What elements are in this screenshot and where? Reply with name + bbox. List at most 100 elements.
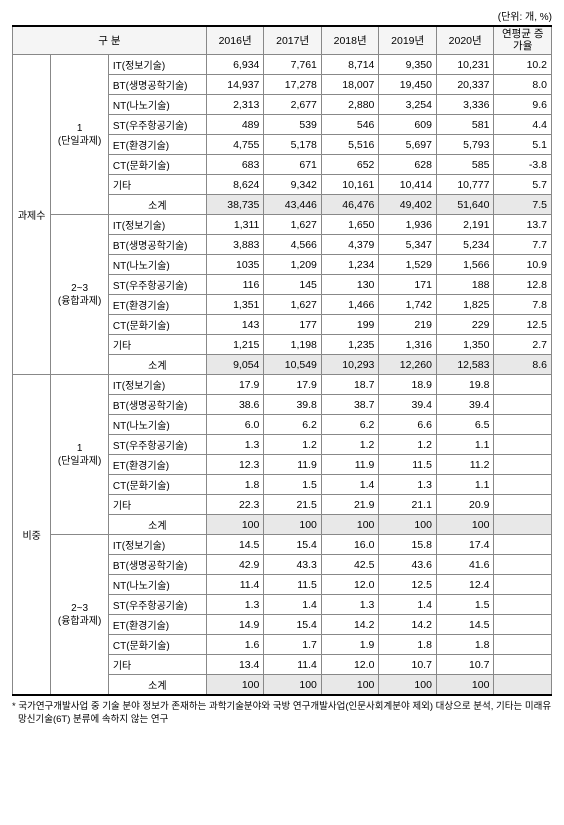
value-cell: 22.3 — [206, 495, 264, 515]
value-cell: 1,350 — [436, 335, 494, 355]
value-cell: 9.6 — [494, 95, 552, 115]
value-cell: 100 — [264, 515, 322, 535]
value-cell: 1.4 — [321, 475, 379, 495]
tech-label: CT(문화기술) — [108, 635, 206, 655]
value-cell: 5,347 — [379, 235, 437, 255]
value-cell: 6.2 — [264, 415, 322, 435]
sub-category: 1(단일과제) — [51, 375, 109, 535]
tech-label: ST(우주항공기술) — [108, 275, 206, 295]
value-cell: 12,260 — [379, 355, 437, 375]
header-growth: 연평균 증가율 — [494, 26, 552, 55]
data-table: 구 분 2016년 2017년 2018년 2019년 2020년 연평균 증가… — [12, 25, 552, 696]
value-cell: 171 — [379, 275, 437, 295]
value-cell: 8,714 — [321, 55, 379, 75]
value-cell: 1.2 — [321, 435, 379, 455]
value-cell: 3,883 — [206, 235, 264, 255]
value-cell: 20,337 — [436, 75, 494, 95]
main-category: 과제수 — [13, 55, 51, 375]
value-cell: 1,234 — [321, 255, 379, 275]
value-cell: 8.6 — [494, 355, 552, 375]
value-cell: 1.5 — [436, 595, 494, 615]
value-cell: 17.4 — [436, 535, 494, 555]
value-cell: 100 — [206, 515, 264, 535]
value-cell: 1,215 — [206, 335, 264, 355]
value-cell: 16.0 — [321, 535, 379, 555]
value-cell: 1.5 — [264, 475, 322, 495]
value-cell: 2.7 — [494, 335, 552, 355]
value-cell: 1,311 — [206, 215, 264, 235]
value-cell: 10,777 — [436, 175, 494, 195]
value-cell: 43.6 — [379, 555, 437, 575]
value-cell: 12.8 — [494, 275, 552, 295]
tech-label: ET(환경기술) — [108, 135, 206, 155]
value-cell: 12,583 — [436, 355, 494, 375]
value-cell — [494, 675, 552, 696]
value-cell: 11.9 — [321, 455, 379, 475]
value-cell: 5,234 — [436, 235, 494, 255]
value-cell: 18,007 — [321, 75, 379, 95]
tech-label: ET(환경기술) — [108, 295, 206, 315]
tech-label: NT(나노기술) — [108, 575, 206, 595]
value-cell: 2,313 — [206, 95, 264, 115]
tech-label: IT(정보기술) — [108, 55, 206, 75]
value-cell: 17,278 — [264, 75, 322, 95]
value-cell: 581 — [436, 115, 494, 135]
value-cell: 219 — [379, 315, 437, 335]
value-cell — [494, 555, 552, 575]
value-cell: 1,936 — [379, 215, 437, 235]
value-cell: 7.7 — [494, 235, 552, 255]
header-year-4: 2020년 — [436, 26, 494, 55]
value-cell: 19.8 — [436, 375, 494, 395]
value-cell: 4.4 — [494, 115, 552, 135]
value-cell: 628 — [379, 155, 437, 175]
tech-label: IT(정보기술) — [108, 375, 206, 395]
value-cell: 199 — [321, 315, 379, 335]
header-category: 구 분 — [13, 26, 207, 55]
value-cell: 11.2 — [436, 455, 494, 475]
header-year-3: 2019년 — [379, 26, 437, 55]
value-cell: 145 — [264, 275, 322, 295]
header-row: 구 분 2016년 2017년 2018년 2019년 2020년 연평균 증가… — [13, 26, 552, 55]
value-cell: 100 — [264, 675, 322, 696]
value-cell: 100 — [379, 515, 437, 535]
value-cell: 13.4 — [206, 655, 264, 675]
value-cell: 43,446 — [264, 195, 322, 215]
value-cell — [494, 395, 552, 415]
value-cell: 7.8 — [494, 295, 552, 315]
value-cell: 14.2 — [379, 615, 437, 635]
value-cell: 6.2 — [321, 415, 379, 435]
unit-label: (단위: 개, %) — [12, 8, 552, 23]
tech-label: 기타 — [108, 175, 206, 195]
value-cell: 188 — [436, 275, 494, 295]
value-cell: 1.4 — [379, 595, 437, 615]
value-cell: 1.3 — [379, 475, 437, 495]
value-cell: 12.4 — [436, 575, 494, 595]
value-cell: 12.3 — [206, 455, 264, 475]
value-cell — [494, 655, 552, 675]
tech-label: NT(나노기술) — [108, 415, 206, 435]
value-cell: 177 — [264, 315, 322, 335]
value-cell: 1,742 — [379, 295, 437, 315]
value-cell: 39.8 — [264, 395, 322, 415]
value-cell: 11.5 — [264, 575, 322, 595]
tech-label: ST(우주항공기술) — [108, 595, 206, 615]
tech-label: CT(문화기술) — [108, 475, 206, 495]
value-cell: 15.8 — [379, 535, 437, 555]
value-cell: 1,627 — [264, 215, 322, 235]
value-cell — [494, 455, 552, 475]
value-cell: 1.3 — [206, 595, 264, 615]
value-cell: 100 — [436, 675, 494, 696]
value-cell: 4,755 — [206, 135, 264, 155]
value-cell: 21.1 — [379, 495, 437, 515]
value-cell: 100 — [206, 675, 264, 696]
value-cell: 21.5 — [264, 495, 322, 515]
value-cell: 14.5 — [206, 535, 264, 555]
value-cell: 1.4 — [264, 595, 322, 615]
value-cell: 1,566 — [436, 255, 494, 275]
table-row: 과제수1(단일과제)IT(정보기술)6,9347,7618,7149,35010… — [13, 55, 552, 75]
value-cell: 1035 — [206, 255, 264, 275]
value-cell — [494, 495, 552, 515]
value-cell: 1,466 — [321, 295, 379, 315]
value-cell: 11.4 — [206, 575, 264, 595]
value-cell — [494, 475, 552, 495]
